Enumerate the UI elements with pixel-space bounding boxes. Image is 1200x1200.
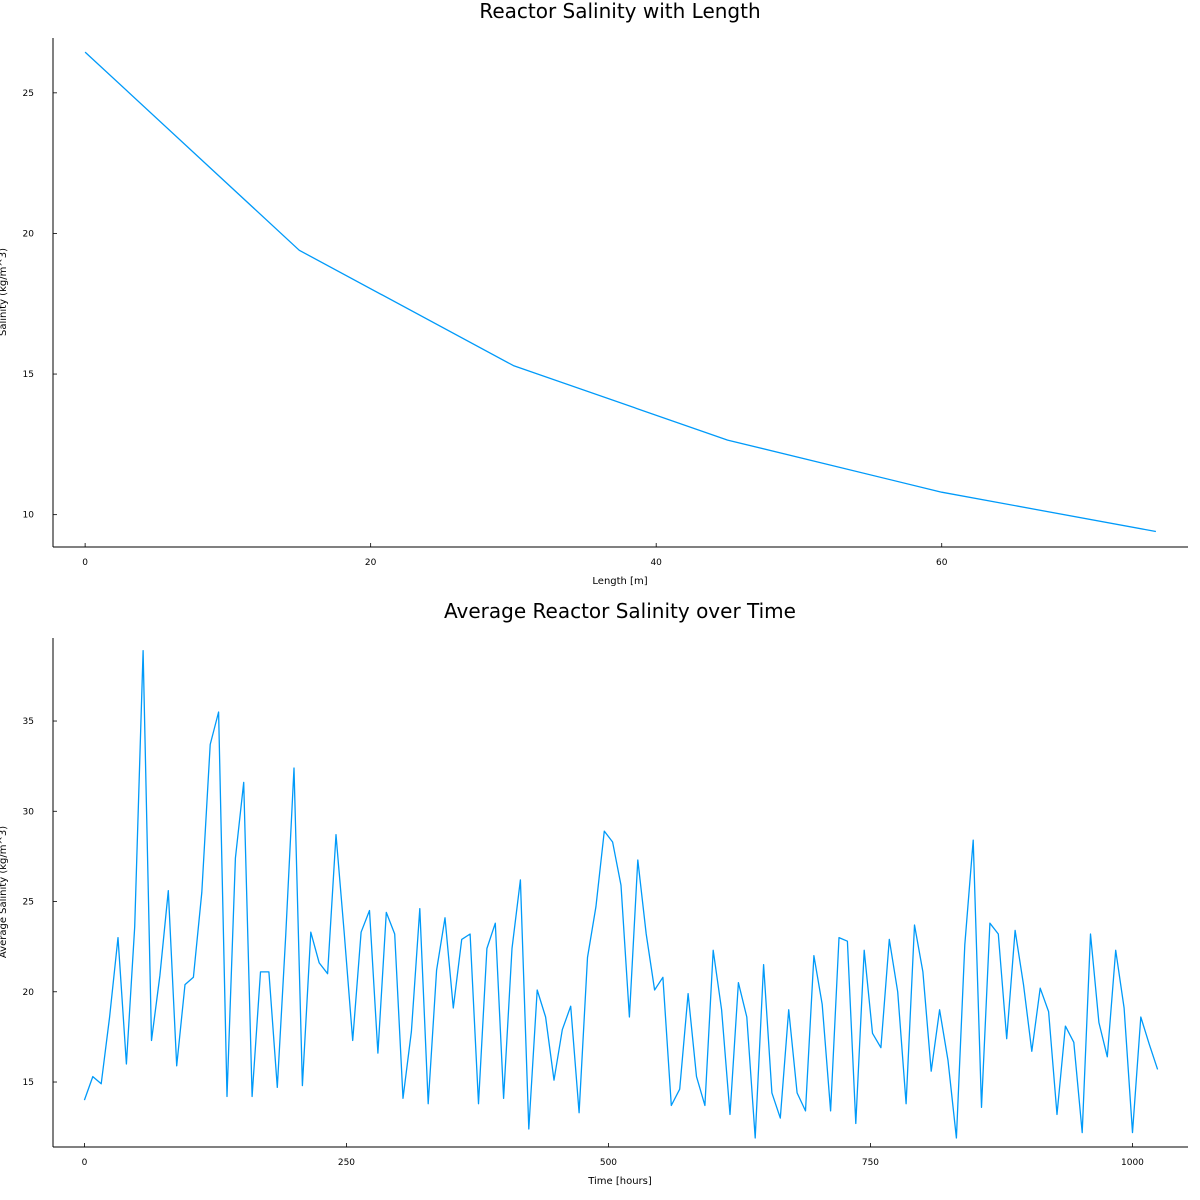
y-axis-label: Salinity (kg/m^3) [0,248,9,336]
x-tick-label: 1000 [1121,1158,1144,1168]
x-tick-label: 20 [365,558,377,568]
x-tick-label: 750 [862,1158,879,1168]
salinity-length-plot: Reactor Salinity with Length 0 20 40 60 101… [0,0,1188,587]
y-ticks: 15 20 25 30 35 [23,717,57,1088]
chart-title: Average Reactor Salinity over Time [444,599,796,623]
y-axis-label: Average Salinity (kg/m^3) [0,826,9,958]
x-tick-label: 0 [82,1158,88,1168]
x-axis-label: Length [m] [592,576,647,587]
y-tick-label: 20 [23,988,35,998]
y-tick-label: 25 [23,89,34,99]
salinity-time-plot: Average Reactor Salinity over Time 0 250 5… [0,599,1188,1187]
plot-area [83,649,1159,1139]
x-tick-label: 40 [650,558,662,568]
x-tick-label: 0 [82,558,88,568]
y-tick-label: 35 [23,717,34,727]
x-axis-label: Time [hours] [587,1176,652,1187]
x-tick-label: 60 [936,558,948,568]
x-ticks: 0 250 500 750 1000 [82,1143,1144,1168]
series-line [83,649,1159,1139]
y-tick-label: 15 [23,1078,34,1088]
y-tick-label: 30 [23,807,35,817]
y-tick-label: 15 [23,370,34,380]
y-tick-label: 20 [23,229,35,239]
plot-area [84,51,1157,533]
x-tick-label: 250 [338,1158,355,1168]
series-line [84,51,1157,533]
chart-title: Reactor Salinity with Length [479,0,760,23]
y-tick-label: 25 [23,898,34,908]
y-tick-label: 10 [23,511,35,521]
x-tick-label: 500 [600,1158,617,1168]
y-ticks: 10 15 20 25 [23,89,57,521]
x-ticks: 0 20 40 60 [82,543,948,568]
